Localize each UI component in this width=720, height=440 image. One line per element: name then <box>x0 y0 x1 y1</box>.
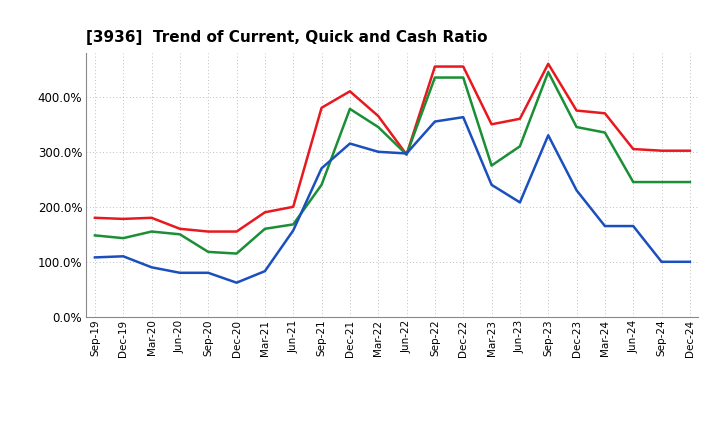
Current Ratio <box>374 114 382 119</box>
Current Ratio <box>600 110 609 116</box>
Current Ratio <box>233 229 241 234</box>
Current Ratio <box>261 209 269 215</box>
Current Ratio <box>91 215 99 220</box>
Cash Ratio <box>233 280 241 285</box>
Current Ratio <box>459 64 467 69</box>
Cash Ratio <box>91 255 99 260</box>
Current Ratio <box>685 148 694 153</box>
Cash Ratio <box>600 224 609 229</box>
Cash Ratio <box>657 259 666 264</box>
Cash Ratio <box>459 114 467 120</box>
Quick Ratio <box>289 222 297 227</box>
Cash Ratio <box>572 187 581 193</box>
Text: [3936]  Trend of Current, Quick and Cash Ratio: [3936] Trend of Current, Quick and Cash … <box>86 29 488 45</box>
Quick Ratio <box>685 180 694 185</box>
Current Ratio <box>657 148 666 153</box>
Line: Cash Ratio: Cash Ratio <box>95 117 690 282</box>
Quick Ratio <box>657 180 666 185</box>
Quick Ratio <box>459 75 467 80</box>
Cash Ratio <box>261 268 269 274</box>
Quick Ratio <box>176 231 184 237</box>
Quick Ratio <box>318 182 326 187</box>
Current Ratio <box>402 152 411 157</box>
Quick Ratio <box>629 180 637 185</box>
Current Ratio <box>346 88 354 94</box>
Current Ratio <box>516 116 524 121</box>
Cash Ratio <box>346 141 354 146</box>
Current Ratio <box>119 216 127 221</box>
Quick Ratio <box>431 75 439 80</box>
Quick Ratio <box>402 152 411 157</box>
Quick Ratio <box>148 229 156 234</box>
Current Ratio <box>487 121 496 127</box>
Quick Ratio <box>261 226 269 231</box>
Current Ratio <box>176 226 184 231</box>
Cash Ratio <box>204 270 212 275</box>
Quick Ratio <box>119 235 127 241</box>
Quick Ratio <box>544 70 552 75</box>
Current Ratio <box>318 105 326 110</box>
Cash Ratio <box>119 253 127 259</box>
Quick Ratio <box>600 130 609 135</box>
Quick Ratio <box>516 143 524 149</box>
Quick Ratio <box>572 125 581 130</box>
Quick Ratio <box>204 249 212 254</box>
Cash Ratio <box>318 165 326 171</box>
Current Ratio <box>629 147 637 152</box>
Current Ratio <box>289 204 297 209</box>
Cash Ratio <box>289 228 297 233</box>
Cash Ratio <box>544 132 552 138</box>
Quick Ratio <box>346 106 354 111</box>
Quick Ratio <box>374 125 382 130</box>
Cash Ratio <box>516 200 524 205</box>
Cash Ratio <box>685 259 694 264</box>
Cash Ratio <box>431 119 439 124</box>
Current Ratio <box>544 61 552 66</box>
Cash Ratio <box>176 270 184 275</box>
Line: Current Ratio: Current Ratio <box>95 64 690 231</box>
Current Ratio <box>431 64 439 69</box>
Cash Ratio <box>402 151 411 156</box>
Cash Ratio <box>629 224 637 229</box>
Current Ratio <box>204 229 212 234</box>
Current Ratio <box>572 108 581 113</box>
Line: Quick Ratio: Quick Ratio <box>95 72 690 253</box>
Quick Ratio <box>233 251 241 256</box>
Quick Ratio <box>91 233 99 238</box>
Quick Ratio <box>487 163 496 168</box>
Cash Ratio <box>374 149 382 154</box>
Cash Ratio <box>148 264 156 270</box>
Cash Ratio <box>487 182 496 187</box>
Current Ratio <box>148 215 156 220</box>
